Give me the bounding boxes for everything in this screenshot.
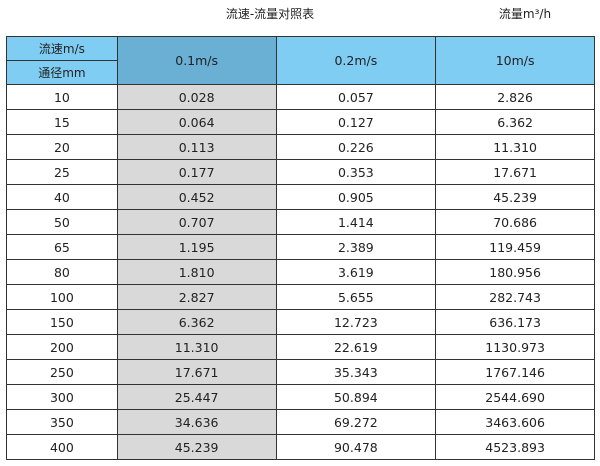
header-col-10: 10m/s	[435, 36, 595, 85]
flow-cell: 0.353	[275, 159, 437, 185]
flow-cell: 50.894	[275, 384, 437, 410]
flow-cell: 6.362	[116, 309, 277, 335]
table-row: 100 2.827 5.655 282.743	[6, 284, 595, 310]
table-row: 200 11.310 22.619 1130.973	[6, 334, 595, 360]
flow-cell: 2544.690	[435, 384, 595, 410]
diameter-cell: 25	[6, 159, 118, 185]
flow-cell: 0.226	[275, 134, 437, 160]
header-row: 流速m/s 0.1m/s 0.2m/s 10m/s	[6, 36, 595, 85]
diameter-cell: 65	[6, 234, 118, 260]
table-title: 流速-流量对照表	[225, 7, 315, 21]
flow-cell: 2.827	[116, 284, 277, 310]
flow-cell: 90.478	[275, 434, 437, 460]
flow-cell: 45.239	[435, 184, 595, 210]
flow-cell: 22.619	[275, 334, 437, 360]
table-row: 15 0.064 0.127 6.362	[6, 109, 595, 135]
flow-cell: 3.619	[275, 259, 437, 285]
flow-cell: 0.127	[275, 109, 437, 135]
flow-cell: 1.414	[275, 209, 437, 235]
flow-cell: 25.447	[116, 384, 277, 410]
flow-cell: 45.239	[116, 434, 277, 460]
table-row: 80 1.810 3.619 180.956	[6, 259, 595, 285]
flow-cell: 11.310	[435, 134, 595, 160]
flow-cell: 1767.146	[435, 359, 595, 385]
flow-cell: 35.343	[275, 359, 437, 385]
header-row-2: 通径mm	[6, 60, 595, 85]
table-row: 400 45.239 90.478 4523.893	[6, 434, 595, 460]
flow-cell: 12.723	[275, 309, 437, 335]
flow-cell: 2.389	[275, 234, 437, 260]
flow-cell: 636.173	[435, 309, 595, 335]
diameter-cell: 250	[6, 359, 118, 385]
flow-cell: 1130.973	[435, 334, 595, 360]
flow-cell: 0.113	[116, 134, 277, 160]
flow-cell: 17.671	[435, 159, 595, 185]
table-row: 250 17.671 35.343 1767.146	[6, 359, 595, 385]
table-row: 150 6.362 12.723 636.173	[6, 309, 595, 335]
diameter-cell: 20	[6, 134, 118, 160]
flow-cell: 1.810	[116, 259, 277, 285]
flow-cell: 70.686	[435, 209, 595, 235]
header-col-0.2: 0.2m/s	[275, 36, 437, 85]
flow-cell: 0.905	[275, 184, 437, 210]
table-body: 10 0.028 0.057 2.826 15 0.064 0.127 6.362 20 0.11…	[6, 84, 595, 460]
flow-cell: 17.671	[116, 359, 277, 385]
flow-cell: 11.310	[116, 334, 277, 360]
flow-cell: 119.459	[435, 234, 595, 260]
flow-cell: 69.272	[275, 409, 437, 435]
diameter-cell: 100	[6, 284, 118, 310]
flow-cell: 5.655	[275, 284, 437, 310]
flow-cell: 0.707	[116, 209, 277, 235]
table-row: 25 0.177 0.353 17.671	[6, 159, 595, 185]
table-row: 20 0.113 0.226 11.310	[6, 134, 595, 160]
table-row: 10 0.028 0.057 2.826	[6, 84, 595, 110]
flow-cell: 4523.893	[435, 434, 595, 460]
flow-cell: 2.826	[435, 84, 595, 110]
flow-cell: 180.956	[435, 259, 595, 285]
table-row: 350 34.636 69.272 3463.606	[6, 409, 595, 435]
flow-cell: 6.362	[435, 109, 595, 135]
diameter-cell: 50	[6, 209, 118, 235]
flow-cell: 0.057	[275, 84, 437, 110]
header-col-0.1: 0.1m/s	[116, 36, 277, 85]
flow-cell: 282.743	[435, 284, 595, 310]
diameter-cell: 80	[6, 259, 118, 285]
flow-cell: 0.452	[116, 184, 277, 210]
diameter-cell: 15	[6, 109, 118, 135]
table-row: 300 25.447 50.894 2544.690	[6, 384, 595, 410]
flow-cell: 3463.606	[435, 409, 595, 435]
velocity-flow-table: 流速m/s 0.1m/s 0.2m/s 10m/s 通径mm 10 0.028 0.…	[6, 36, 595, 460]
table-row: 50 0.707 1.414 70.686	[6, 209, 595, 235]
flow-cell: 1.195	[116, 234, 277, 260]
diameter-cell: 40	[6, 184, 118, 210]
diameter-cell: 400	[6, 434, 118, 460]
diameter-cell: 150	[6, 309, 118, 335]
header-diameter-label: 通径mm	[6, 60, 118, 85]
unit-label: 流量m³/h	[498, 7, 552, 21]
table-row: 40 0.452 0.905 45.239	[6, 184, 595, 210]
table-row: 65 1.195 2.389 119.459	[6, 234, 595, 260]
diameter-cell: 350	[6, 409, 118, 435]
diameter-cell: 300	[6, 384, 118, 410]
flow-cell: 0.064	[116, 109, 277, 135]
diameter-cell: 10	[6, 84, 118, 110]
diameter-cell: 200	[6, 334, 118, 360]
flow-cell: 0.177	[116, 159, 277, 185]
flow-cell: 34.636	[116, 409, 277, 435]
flow-cell: 0.028	[116, 84, 277, 110]
header-velocity-label: 流速m/s	[6, 36, 118, 61]
